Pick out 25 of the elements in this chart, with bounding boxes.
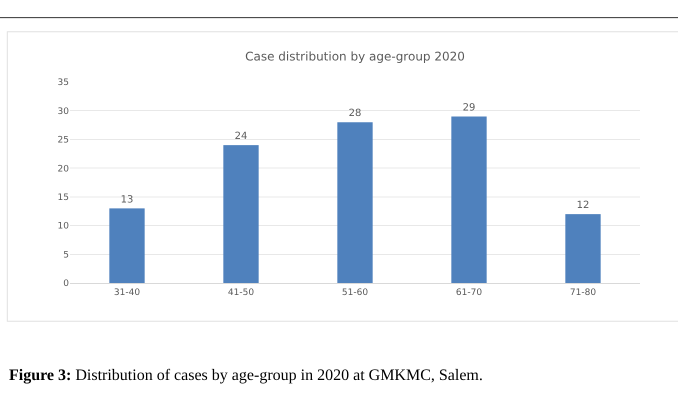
y-tick-label: 30 (58, 106, 70, 117)
data-label: 28 (348, 108, 362, 120)
chart-title: Case distribution by age-group 2020 (245, 50, 465, 64)
bar (565, 214, 601, 283)
x-tick-label: 31-40 (114, 288, 140, 298)
data-label: 24 (234, 131, 248, 142)
bar (337, 122, 373, 283)
y-tick-label: 5 (63, 250, 69, 260)
bar (223, 145, 259, 283)
y-tick-label: 15 (58, 193, 69, 204)
y-tick-label: 0 (63, 279, 70, 290)
y-tick-label: 25 (58, 136, 69, 146)
x-tick-label: 71-80 (570, 288, 596, 298)
data-label: 12 (576, 200, 590, 212)
bar (451, 116, 487, 283)
x-tick-label: 51-60 (342, 288, 368, 298)
data-label: 29 (462, 102, 476, 114)
y-tick-label: 10 (58, 222, 70, 232)
y-tick-label: 20 (58, 164, 70, 174)
caption: Figure 3: Distribution of cases by age-group in 2020 at GMKMC, Salem. (9, 367, 483, 384)
data-label: 13 (120, 194, 134, 206)
x-tick-label: 61-70 (456, 288, 482, 298)
x-tick-label: 41-50 (228, 288, 254, 298)
y-tick-label: 35 (58, 78, 69, 88)
bar (109, 208, 145, 283)
